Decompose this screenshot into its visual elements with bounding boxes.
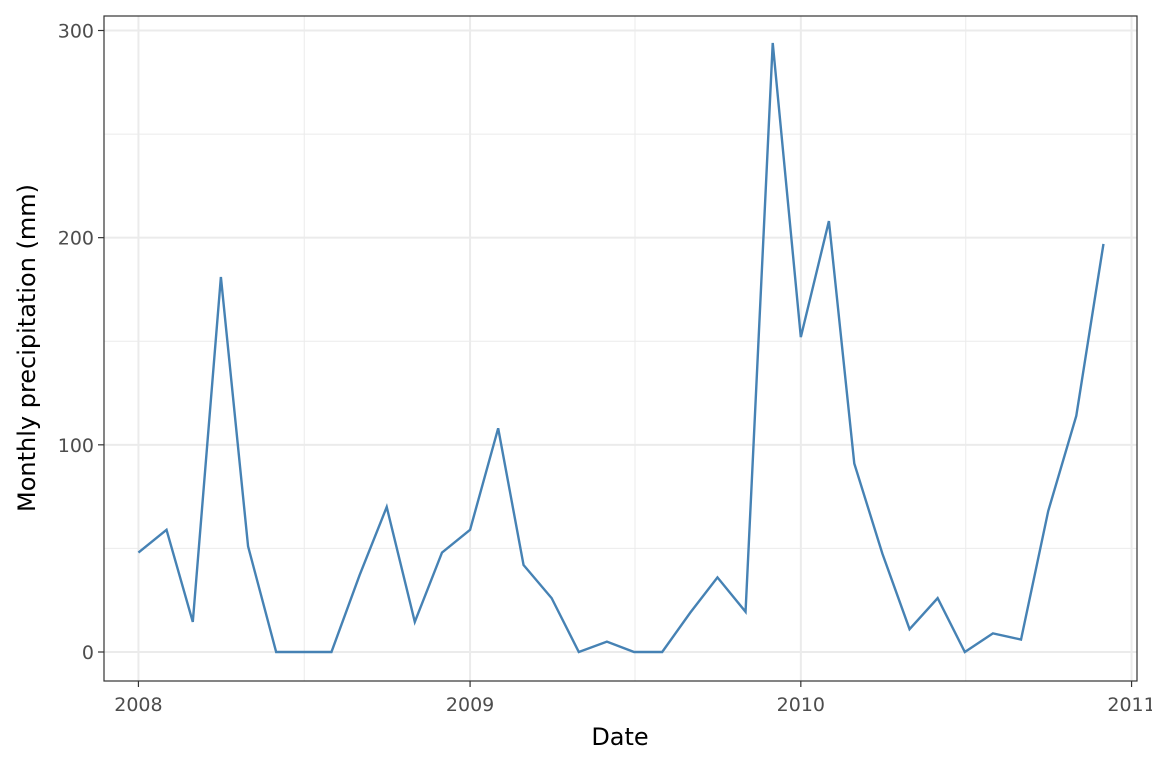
panel-border <box>103 15 1138 682</box>
x-tick-label: 2008 <box>114 694 162 716</box>
plot-panel <box>104 16 1137 681</box>
x-tick-label: 2010 <box>777 694 825 716</box>
precipitation-line <box>137 42 1105 654</box>
x-axis-title: Date <box>591 723 648 751</box>
y-axis-title: Monthly precipitation (mm) <box>13 184 41 512</box>
y-tick-label: 0 <box>82 642 94 664</box>
x-tick-label: 2009 <box>446 694 494 716</box>
y-tick-label: 300 <box>58 21 94 43</box>
x-tick-label: 2011 <box>1107 694 1152 716</box>
y-tick-label: 200 <box>58 228 94 250</box>
y-tick-label: 100 <box>58 435 94 457</box>
